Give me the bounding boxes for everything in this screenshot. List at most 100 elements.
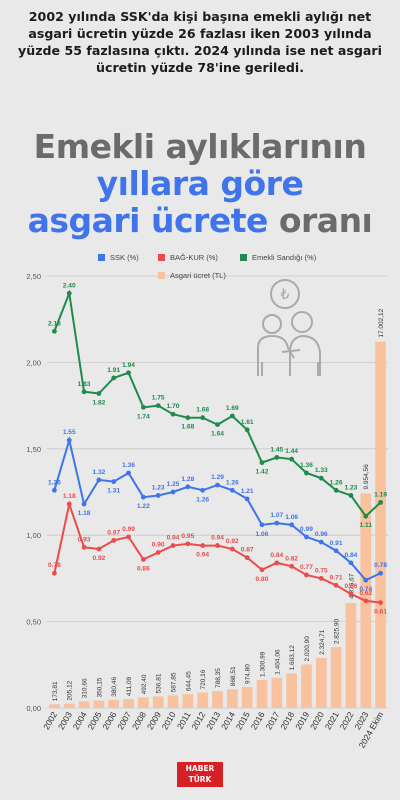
x-tick-label: 2010: [160, 710, 178, 732]
series-point: [333, 487, 339, 493]
series-point-label: 1.33: [315, 467, 328, 474]
series-point: [170, 411, 176, 417]
series-point: [289, 456, 295, 462]
asgari-bar-label: 1.603,12: [289, 645, 296, 671]
asgari-bar: [78, 701, 90, 708]
asgari-bar: [167, 695, 179, 708]
asgari-bar: [271, 677, 283, 708]
series-point: [140, 494, 146, 500]
x-tick-label: 2021: [323, 710, 341, 732]
title-line-2: yıllara göre: [96, 164, 304, 203]
series-point-label: 1.21: [241, 488, 254, 495]
series-point-label: 1.18: [63, 493, 76, 500]
series-point-label: 1.36: [122, 462, 135, 469]
series-point: [274, 520, 280, 526]
asgari-bar-label: 205,12: [67, 680, 74, 700]
series-point: [244, 496, 250, 502]
series-point: [318, 475, 324, 481]
series-point-label: 0.61: [374, 609, 387, 616]
series-point-label: 1.22: [137, 503, 150, 510]
x-tick-label: 2007: [115, 710, 133, 732]
series-point: [333, 548, 339, 554]
series-point: [200, 543, 206, 548]
series-point: [185, 415, 191, 421]
series-point-label: 0.99: [300, 526, 313, 533]
asgari-bar-label: 868,51: [230, 666, 237, 686]
logo-line-2: TÜRK: [188, 775, 212, 784]
asgari-bar: [330, 647, 342, 708]
series-point: [52, 570, 57, 576]
asgari-bar: [256, 679, 268, 708]
series-point-label: 2.40: [63, 282, 76, 289]
asgari-bar-label: 411,09: [126, 676, 133, 696]
series-point-label: 1.74: [137, 413, 150, 420]
asgari-bar: [241, 686, 253, 708]
series-point-label: 0.78: [48, 562, 61, 569]
asgari-bar: [286, 673, 297, 708]
series-point-label: 1.26: [330, 479, 343, 486]
x-tick-label: 2018: [278, 710, 296, 732]
series-point: [304, 572, 309, 578]
series-point: [111, 375, 117, 381]
x-tick-label: 2022: [338, 710, 356, 732]
legend-label: SSK (%): [110, 253, 139, 262]
series-point: [229, 487, 235, 493]
legend-swatch: [98, 254, 105, 261]
series-point: [244, 555, 250, 561]
series-point-label: 1.82: [92, 400, 105, 407]
asgari-bar-label: 4.876,67: [348, 573, 355, 599]
asgari-bar-label: 2.020,90: [304, 636, 311, 662]
y-tick-label: 1,50: [26, 445, 41, 454]
asgari-bar: [182, 694, 194, 708]
x-tick-label: 2009: [145, 710, 163, 732]
asgari-bar-label: 173,81: [52, 681, 59, 701]
series-point-label: 0.62: [359, 590, 372, 597]
series-point-label: 0.78: [374, 562, 387, 569]
asgari-bar-label: 587,85: [171, 672, 178, 692]
series-point: [96, 391, 102, 396]
series-point-label: 1.75: [152, 395, 165, 402]
series-point-label: 1.69: [226, 405, 239, 412]
asgari-bar: [138, 697, 149, 708]
x-tick-label: 2006: [100, 710, 118, 732]
y-tick-label: 0,00: [26, 704, 41, 713]
asgari-bar-label: 536,81: [156, 673, 163, 693]
legend-label: BAĞ-KUR (%): [170, 253, 218, 262]
series-point-label: 0.93: [78, 536, 91, 543]
elderly-couple-icon: ₺: [257, 279, 321, 376]
legend-label: Asgari ücret (TL): [170, 271, 226, 280]
series-point-label: 1.19: [374, 491, 387, 498]
series-point: [111, 479, 117, 485]
series-point-label: 1.64: [211, 431, 224, 438]
series-point: [170, 543, 176, 548]
series-point: [96, 546, 102, 552]
asgari-bar-label: 788,35: [215, 668, 222, 688]
series-point: [170, 489, 176, 495]
series-point: [289, 563, 295, 569]
asgari-bar-label: 17.002,12: [378, 308, 385, 337]
series-point: [229, 546, 235, 552]
series-point-label: 1.32: [92, 469, 105, 476]
y-tick-label: 1,00: [26, 531, 41, 540]
series-point: [259, 460, 265, 466]
series-point: [126, 470, 131, 476]
series-point-label: 1.06: [285, 514, 298, 521]
series-point-label: 0.91: [330, 540, 343, 547]
asgari-bar-label: 1.404,06: [274, 649, 281, 675]
series-point-label: 1.29: [211, 474, 224, 481]
page-title: Emekli aylıklarının yıllara göre asgari …: [0, 128, 400, 239]
series-point: [304, 534, 309, 540]
series-point: [111, 537, 117, 543]
series-point: [185, 484, 191, 490]
x-tick-label: 2013: [204, 710, 222, 732]
series-point: [348, 591, 354, 597]
x-tick-label: 2016: [249, 710, 267, 732]
series-point: [81, 544, 87, 550]
series-point-label: 0.74: [359, 586, 372, 593]
series-point-label: 1.45: [270, 446, 283, 453]
series-point: [378, 499, 383, 505]
legend-swatch: [158, 254, 165, 261]
asgari-bar: [152, 696, 164, 708]
series-point-label: 1.61: [241, 419, 254, 426]
asgari-bar: [63, 703, 75, 708]
